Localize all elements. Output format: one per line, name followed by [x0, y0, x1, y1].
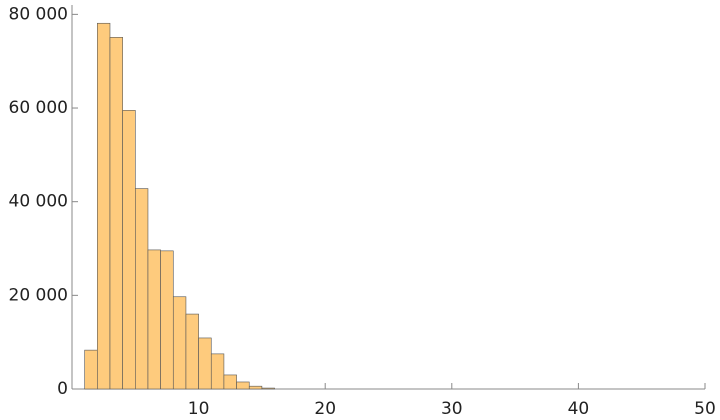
bar [248, 385, 263, 390]
y-tick-label: 20 000 [9, 285, 68, 305]
y-tick-label: 0 [57, 379, 68, 399]
x-tick-label: 30 [441, 399, 463, 419]
bar [198, 337, 212, 390]
x-tick-label: 40 [568, 399, 590, 419]
bar [122, 110, 136, 390]
x-tick-label: 10 [188, 399, 210, 419]
bar [236, 381, 250, 390]
x-tick-label: 50 [694, 399, 716, 419]
y-tick-label: 80 000 [9, 4, 68, 24]
bar [84, 349, 98, 390]
bar [172, 296, 187, 390]
bar [223, 374, 237, 390]
bar [97, 22, 111, 390]
bar [160, 250, 174, 390]
x-tick-label: 20 [314, 399, 336, 419]
bar [261, 387, 275, 390]
bar [185, 313, 199, 390]
bar [147, 249, 161, 390]
bar [135, 188, 149, 390]
bar [109, 37, 123, 390]
y-tick-label: 60 000 [9, 98, 68, 118]
bar [210, 353, 225, 390]
y-tick-label: 40 000 [9, 192, 68, 212]
